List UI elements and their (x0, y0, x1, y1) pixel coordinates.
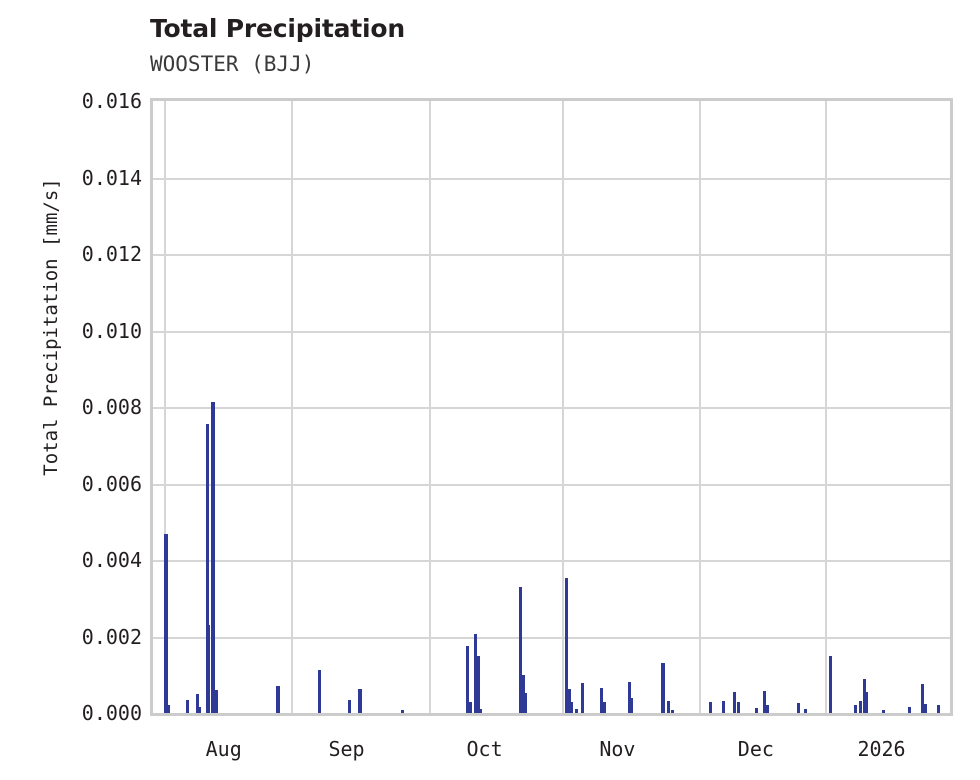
bar (522, 674, 526, 713)
bar (207, 625, 211, 713)
bar (198, 707, 202, 713)
gridline-vertical (562, 101, 565, 713)
bar (568, 688, 572, 713)
bar (599, 687, 603, 713)
gridline-vertical (290, 101, 293, 713)
y-tick-label: 0.000 (6, 701, 142, 737)
bar (164, 533, 168, 713)
y-tick-label-text: 0.012 (81, 242, 142, 266)
x-tick-label: Nov (599, 737, 636, 761)
gridline-horizontal (153, 483, 950, 486)
gridline-horizontal (153, 407, 950, 409)
x-tick-label: Aug (205, 737, 242, 761)
bar (721, 701, 725, 713)
y-tick-label: 0.010 (6, 319, 142, 355)
gridline-horizontal (153, 560, 950, 562)
bar (580, 683, 584, 713)
gridline-vertical (428, 101, 431, 713)
bar (469, 701, 473, 713)
y-tick-label: 0.006 (6, 472, 142, 508)
bar (166, 705, 170, 713)
bar (466, 646, 470, 713)
bar (736, 702, 740, 713)
x-tick-label: Sep (328, 737, 365, 761)
bar (400, 709, 405, 713)
bar (920, 683, 924, 713)
bar (213, 690, 218, 713)
y-tick-label: 0.008 (6, 395, 142, 431)
chart-subtitle-station: WOOSTER (BJJ) (150, 52, 315, 76)
gridline-horizontal (153, 177, 950, 180)
bar (570, 701, 574, 713)
bar (575, 709, 579, 713)
y-tick-label: 0.004 (6, 548, 142, 584)
bar (358, 688, 362, 713)
y-tick-label-text: 0.004 (81, 548, 142, 572)
bar (670, 709, 674, 713)
y-tick-label-text: 0.016 (81, 89, 142, 113)
plot-inner (153, 101, 950, 713)
bar (881, 709, 885, 713)
y-tick-label-text: 0.000 (81, 701, 142, 725)
bar (477, 655, 481, 713)
bar (196, 693, 200, 713)
bar (205, 424, 209, 713)
bar (628, 681, 632, 713)
chart-title: Total Precipitation (150, 14, 405, 43)
y-tick-label-text: 0.014 (81, 165, 142, 190)
bar (474, 633, 478, 713)
bar (186, 700, 190, 713)
bar (858, 701, 862, 713)
bar (762, 690, 766, 713)
bar (732, 691, 736, 713)
y-tick-label-text: 0.010 (81, 318, 142, 343)
y-tick-label: 0.012 (6, 242, 142, 278)
bar (797, 703, 801, 713)
x-tick-label: Oct (466, 737, 503, 761)
bar (630, 697, 634, 713)
bar (276, 685, 281, 713)
bar (708, 701, 712, 713)
bar (828, 655, 832, 713)
bar (661, 663, 665, 713)
bar (924, 703, 928, 713)
bar (519, 586, 523, 713)
gridline-vertical (699, 101, 702, 713)
gridline-vertical (163, 101, 166, 713)
bar (907, 707, 911, 713)
bar (317, 670, 322, 713)
x-tick-label: 2026 (857, 737, 906, 761)
bar (853, 705, 857, 713)
y-tick-label: 0.016 (6, 89, 142, 125)
gridline-horizontal (153, 636, 950, 639)
gridline-horizontal (153, 330, 950, 333)
bar (667, 700, 671, 713)
x-axis-tick-labels: Aug Sep Oct Nov Dec 2026 (150, 737, 953, 767)
y-tick-label-text: 0.002 (81, 624, 142, 649)
bar (479, 709, 483, 713)
bar (602, 701, 606, 713)
bar (524, 693, 528, 713)
bar (804, 709, 807, 713)
bar (754, 707, 758, 713)
bar (862, 678, 866, 713)
plot-area (150, 98, 953, 716)
bar (937, 705, 941, 713)
bar (865, 691, 869, 713)
y-tick-label: 0.014 (6, 166, 142, 202)
gridline-horizontal (153, 254, 950, 256)
bar (765, 704, 769, 713)
y-tick-label-text: 0.008 (81, 395, 142, 419)
y-axis-tick-labels: 0.000 0.002 0.004 0.006 0.008 0.010 0.012 0.014… (0, 89, 142, 725)
bar (210, 402, 215, 713)
bar (347, 700, 351, 713)
y-tick-label: 0.002 (6, 625, 142, 661)
gridline-vertical (825, 101, 828, 713)
y-tick-label-text: 0.006 (81, 471, 142, 496)
x-tick-label: Dec (737, 737, 774, 761)
bar (565, 578, 569, 713)
